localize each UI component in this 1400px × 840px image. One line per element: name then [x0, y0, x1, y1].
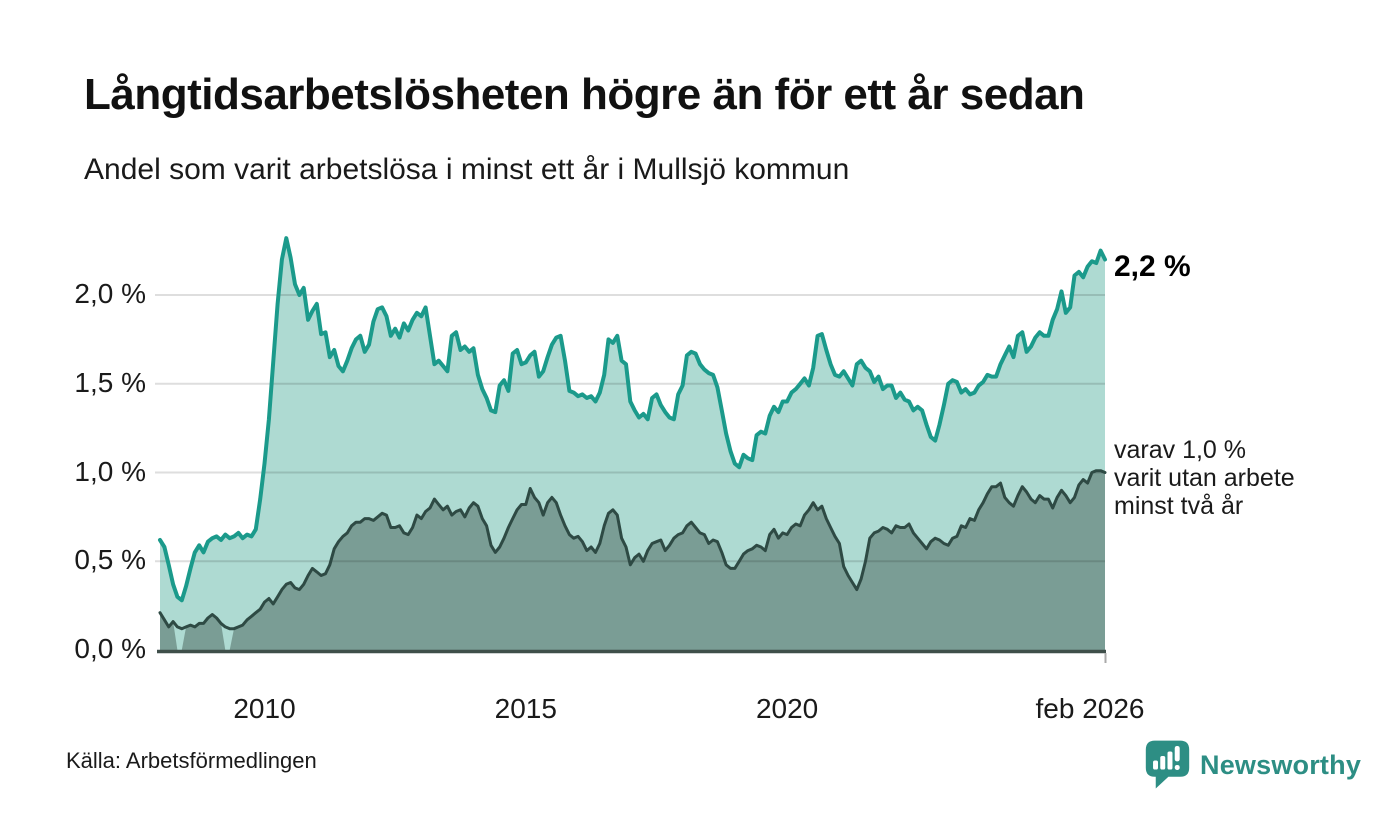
- page-subtitle: Andel som varit arbetslösa i minst ett å…: [84, 153, 850, 186]
- x-axis-label: feb 2026: [1035, 693, 1145, 724]
- end-value-label-total: 2,2 %: [1114, 250, 1191, 283]
- x-axis-label: 2020: [755, 693, 819, 724]
- y-axis-label: 2,0 %: [74, 278, 146, 309]
- y-axis-label: 0,5 %: [74, 544, 146, 576]
- newsworthy-bubble-icon: [1145, 740, 1190, 789]
- chart-series-lines: [158, 236, 1107, 631]
- y-axis-label: 1,0 %: [74, 455, 146, 487]
- page-title: Långtidsarbetslösheten högre än för ett …: [84, 70, 1085, 119]
- brand-name: Newsworthy: [1200, 749, 1362, 780]
- series-line: [158, 469, 1107, 631]
- series-fill: [160, 470, 1105, 650]
- y-axis-label: 1,5 %: [74, 366, 146, 398]
- y-axis-label: 0,0 %: [74, 633, 146, 664]
- x-axis-label: 2015: [494, 693, 557, 724]
- brand-logo: Newsworthy: [1144, 738, 1361, 792]
- source-note: Källa: Arbetsförmedlingen: [66, 748, 317, 773]
- end-value-label-two-years: varav 1,0 % varit utan arbete minst två …: [1114, 436, 1295, 520]
- x-axis-label: 2010: [233, 693, 296, 724]
- series-line: [158, 236, 1107, 603]
- chart-x-axis: [157, 649, 1107, 663]
